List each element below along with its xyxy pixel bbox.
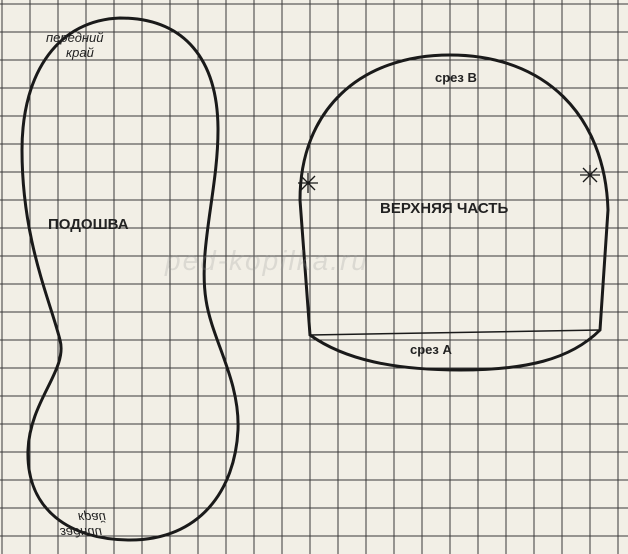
sole-front-edge-label: передний край: [46, 30, 104, 60]
sole-back-edge-label: задний край: [60, 510, 106, 540]
upper-notch-right: [580, 165, 600, 185]
pattern-svg: [0, 0, 628, 554]
upper-baseline: [310, 330, 600, 335]
grid-layer: [0, 0, 628, 554]
sole-front-edge-line1: передний: [46, 30, 104, 45]
pattern-canvas: передний край задний край ПОДОШВА ВЕРХНЯ…: [0, 0, 628, 554]
upper-title: ВЕРХНЯЯ ЧАСТЬ: [380, 200, 508, 217]
sole-back-edge-line1: задний: [60, 525, 106, 540]
shape-layer: [22, 18, 608, 540]
upper-cut-a-label: срез А: [410, 342, 452, 357]
sole-back-edge-line2: край: [78, 510, 106, 525]
sole-outline: [22, 18, 238, 540]
sole-title: ПОДОШВА: [48, 216, 129, 233]
upper-cut-b-label: срез В: [435, 70, 477, 85]
sole-front-edge-line2: край: [66, 45, 104, 60]
mark-layer: [298, 165, 600, 193]
upper-notch-left: [298, 173, 318, 193]
